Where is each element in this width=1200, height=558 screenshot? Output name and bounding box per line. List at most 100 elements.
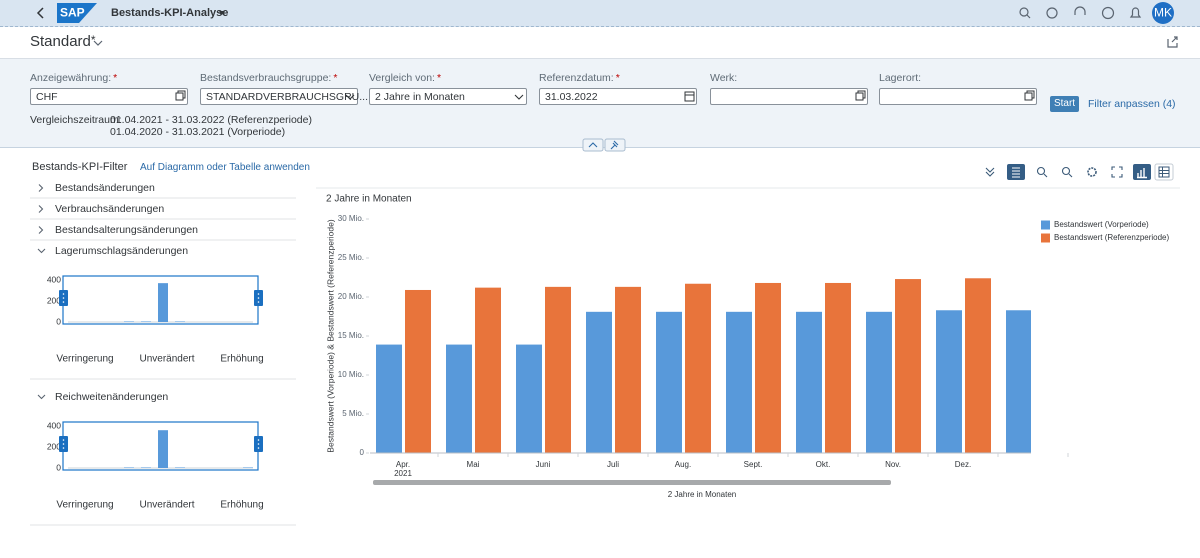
- kpi-filter-item[interactable]: Verbrauchsänderungen: [55, 203, 164, 215]
- mini-y-tick-label: 200: [47, 441, 61, 451]
- toolbar-button[interactable]: [1083, 164, 1101, 180]
- filter-label-text: Lagerort:: [879, 72, 921, 84]
- filter-label: Lagerort:: [879, 72, 921, 84]
- kpi-filter-item[interactable]: Bestandsalterungsänderungen: [55, 224, 198, 236]
- y-tick-label: 5 Mio.: [342, 409, 364, 418]
- expand-chevron[interactable]: [39, 185, 43, 192]
- x-tick-label: Nov.: [885, 460, 901, 469]
- toolbar-button[interactable]: [981, 164, 999, 180]
- legend-label[interactable]: Bestandswert (Vorperiode): [1054, 220, 1149, 229]
- kpi-filter-item[interactable]: Lagerumschlagsänderungen: [55, 245, 188, 257]
- filter-label: Anzeigewährung:*: [30, 72, 117, 84]
- comparison-line: 01.04.2021 - 31.03.2022 (Referenzperiode…: [110, 114, 312, 126]
- range-handle[interactable]: [59, 436, 68, 452]
- bar[interactable]: [516, 345, 542, 453]
- toolbar-button[interactable]: [1108, 164, 1126, 180]
- bar[interactable]: [965, 278, 991, 453]
- plot-area: [376, 278, 1032, 453]
- range-handle[interactable]: [254, 436, 263, 452]
- expand-chevron-open[interactable]: [38, 249, 45, 253]
- bar[interactable]: [895, 279, 921, 453]
- range-handle-dot: [63, 301, 65, 303]
- legend-swatch[interactable]: [1041, 234, 1050, 243]
- filter-input[interactable]: 2 Jahre in Monaten: [369, 88, 527, 105]
- filter-input[interactable]: CHF: [30, 88, 188, 105]
- mini-chart-frame[interactable]: [63, 276, 258, 324]
- toolbar-button[interactable]: [1033, 164, 1051, 180]
- filter-input-value: CHF: [36, 91, 58, 103]
- toolbar-button[interactable]: [1007, 164, 1025, 180]
- bar[interactable]: [685, 284, 711, 453]
- legend-label[interactable]: Bestandswert (Referenzperiode): [1054, 233, 1170, 242]
- x-tick-label: Juni: [536, 460, 551, 469]
- comparison-line: 01.04.2020 - 31.03.2021 (Vorperiode): [110, 126, 285, 138]
- bar[interactable]: [656, 312, 682, 453]
- mini-bar: [124, 321, 134, 322]
- zoom-icon: [1063, 168, 1070, 175]
- y-tick-label: 20 Mio.: [338, 292, 364, 301]
- filter-input[interactable]: [879, 88, 1037, 105]
- toolbar-button[interactable]: [1155, 164, 1173, 180]
- mini-y-tick-label: 0: [56, 462, 61, 472]
- expand-chevron[interactable]: [39, 206, 43, 213]
- filter-input-value: STANDARDVERBRAUCHSGRU...: [206, 91, 368, 103]
- share-icon[interactable]: [1168, 37, 1177, 47]
- drill-icon: [986, 168, 994, 176]
- expand-chevron[interactable]: [39, 227, 43, 234]
- bar[interactable]: [726, 312, 752, 453]
- mini-bar: [243, 467, 253, 468]
- x-tick-label: Dez.: [955, 460, 971, 469]
- y-tick-label: 0: [360, 448, 365, 457]
- bar[interactable]: [376, 345, 402, 453]
- bar[interactable]: [796, 312, 822, 453]
- bar[interactable]: [866, 312, 892, 453]
- filter-input[interactable]: 31.03.2022: [539, 88, 697, 105]
- apply-link[interactable]: Auf Diagramm oder Tabelle anwenden: [140, 162, 310, 173]
- y-tick-label: 25 Mio.: [338, 253, 364, 262]
- bar[interactable]: [615, 287, 641, 453]
- filter-label-text: Referenzdatum:: [539, 72, 614, 84]
- bar[interactable]: [936, 310, 962, 453]
- start-button[interactable]: Start: [1050, 96, 1079, 112]
- toolbar-button[interactable]: [1133, 164, 1151, 180]
- shell-bar: [0, 0, 1200, 27]
- mini-bar: [175, 467, 185, 468]
- x-tick-label: Aug.: [675, 460, 691, 469]
- expand-chevron-open[interactable]: [38, 395, 45, 399]
- filter-label: Bestandsverbrauchsgruppe:*: [200, 72, 337, 84]
- variant-name: Standard: [30, 33, 91, 50]
- adapt-filters-link[interactable]: Filter anpassen (4): [1088, 98, 1176, 110]
- mini-bar: [175, 321, 185, 322]
- filter-input-value: 2 Jahre in Monaten: [375, 91, 465, 103]
- legend-swatch[interactable]: [1041, 221, 1050, 230]
- bar[interactable]: [586, 312, 612, 453]
- kpi-filter-item[interactable]: Reichweitenänderungen: [55, 391, 168, 403]
- filter-input[interactable]: STANDARDVERBRAUCHSGRU...: [200, 88, 358, 105]
- toolbar-button[interactable]: [1058, 164, 1076, 180]
- range-handle-dot: [258, 297, 260, 299]
- y-axis-title: Bestandswert (Vorperiode) & Bestandswert…: [325, 219, 335, 453]
- bar[interactable]: [475, 288, 501, 453]
- variant-title[interactable]: Standard*: [30, 33, 96, 50]
- bar[interactable]: [755, 283, 781, 453]
- horizontal-scrollbar[interactable]: [373, 480, 891, 485]
- kpi-filter-item[interactable]: Bestandsänderungen: [55, 182, 155, 194]
- bar[interactable]: [446, 345, 472, 453]
- bar[interactable]: [1006, 310, 1032, 453]
- bar[interactable]: [825, 283, 851, 453]
- range-handle-dot: [258, 443, 260, 445]
- range-handle[interactable]: [59, 290, 68, 306]
- chart-title: 2 Jahre in Monaten: [326, 194, 412, 205]
- x-tick-label: Apr.: [396, 460, 410, 469]
- bar[interactable]: [405, 290, 431, 453]
- mini-chart-frame[interactable]: [63, 422, 258, 470]
- range-handle[interactable]: [254, 290, 263, 306]
- mini-x-label: Unverändert: [139, 500, 194, 511]
- filter-label-text: Vergleich von:: [369, 72, 435, 84]
- range-handle-dot: [258, 301, 260, 303]
- filter-input[interactable]: [710, 88, 868, 105]
- range-handle-dot: [63, 447, 65, 449]
- required-marker: *: [616, 72, 620, 84]
- bar[interactable]: [545, 287, 571, 453]
